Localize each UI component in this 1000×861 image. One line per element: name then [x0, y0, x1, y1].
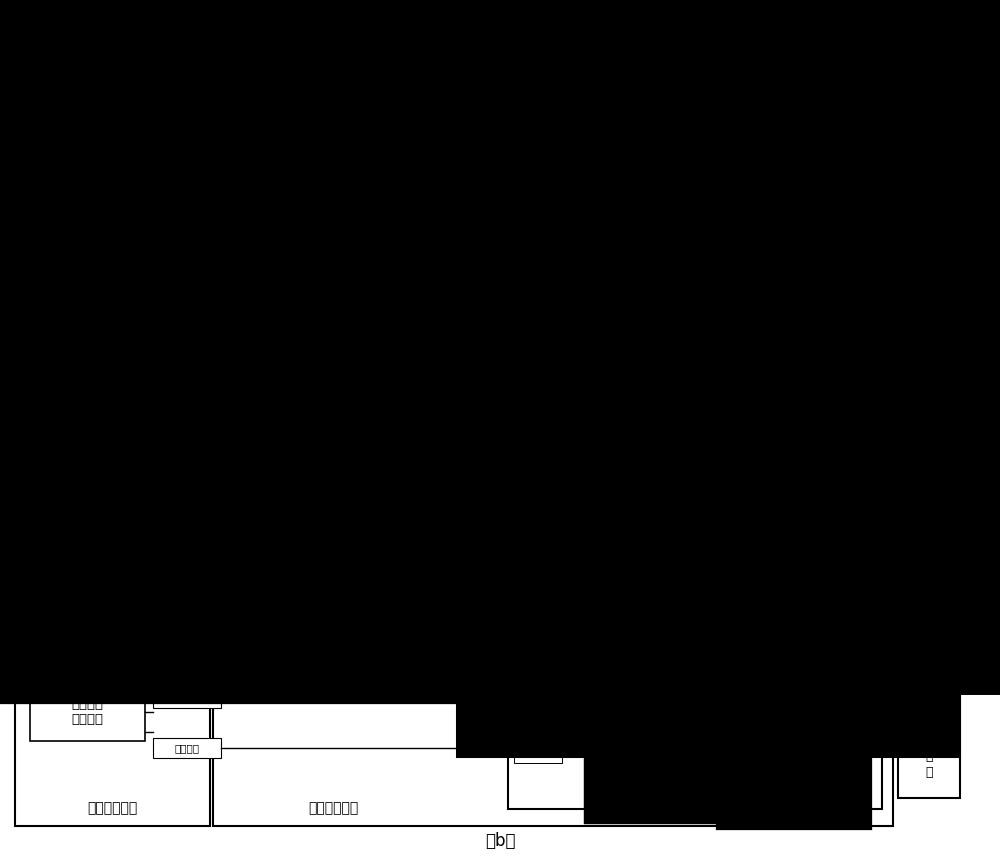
- Text: 比
较
器: 比 较 器: [587, 611, 592, 641]
- FancyBboxPatch shape: [228, 459, 310, 481]
- Text: （b）: （b）: [485, 832, 515, 850]
- FancyBboxPatch shape: [515, 485, 690, 563]
- FancyBboxPatch shape: [153, 688, 221, 708]
- Text: 系统激素电
判断端口: 系统激素电 判断端口: [672, 579, 695, 598]
- Text: 存储芯片: 存储芯片: [90, 533, 130, 551]
- FancyBboxPatch shape: [514, 745, 562, 763]
- Text: 安全控制端: 安全控制端: [537, 723, 563, 733]
- FancyBboxPatch shape: [153, 738, 221, 758]
- FancyBboxPatch shape: [213, 441, 893, 826]
- Text: 起爆电容: 起爆电容: [292, 524, 332, 542]
- Text: 引脚插针: 引脚插针: [175, 693, 200, 703]
- Text: 外部电源: 外部电源: [290, 449, 320, 461]
- Text: 安全控制终端: 安全控制终端: [395, 45, 495, 73]
- Text: 功能层电路板: 功能层电路板: [308, 801, 358, 815]
- FancyBboxPatch shape: [225, 301, 263, 391]
- Text: 存储单元: 存储单元: [707, 751, 747, 769]
- Text: 自毁决策芯片: 自毁决策芯片: [770, 459, 824, 474]
- Text: 报警
器: 报警 器: [731, 305, 745, 327]
- FancyBboxPatch shape: [65, 31, 825, 416]
- FancyBboxPatch shape: [248, 586, 376, 641]
- FancyBboxPatch shape: [248, 506, 376, 561]
- Text: 微型安全
解保芯片: 微型安全 解保芯片: [72, 698, 104, 726]
- FancyBboxPatch shape: [514, 719, 586, 737]
- Text: 键盘: 键盘: [731, 187, 745, 197]
- Text: 电
源
输
出
端: 电 源 输 出 端: [650, 601, 654, 651]
- FancyBboxPatch shape: [514, 693, 586, 711]
- FancyBboxPatch shape: [600, 681, 678, 796]
- FancyBboxPatch shape: [515, 575, 695, 703]
- Text: 逻辑判断
单元: 逻辑判断 单元: [707, 616, 747, 654]
- FancyBboxPatch shape: [100, 269, 195, 291]
- Text: 引脚插针: 引脚插针: [175, 643, 200, 653]
- FancyBboxPatch shape: [637, 598, 667, 654]
- FancyBboxPatch shape: [707, 295, 769, 337]
- Text: 自毁端无线: 自毁端无线: [580, 506, 625, 522]
- Text: 控制端电源电路: 控制端电源电路: [161, 377, 219, 391]
- Text: 发火控制端: 发火控制端: [537, 697, 563, 707]
- FancyBboxPatch shape: [668, 724, 786, 796]
- FancyBboxPatch shape: [320, 148, 555, 353]
- Text: 工作电容: 工作电容: [292, 604, 332, 623]
- Text: 输出
控制
单元: 输出 控制 单元: [630, 714, 648, 764]
- FancyBboxPatch shape: [898, 686, 960, 798]
- FancyBboxPatch shape: [520, 595, 588, 613]
- Text: 引脚插针: 引脚插针: [256, 465, 282, 475]
- FancyBboxPatch shape: [520, 623, 588, 641]
- Text: 电源输入端: 电源输入端: [541, 599, 567, 609]
- FancyBboxPatch shape: [668, 571, 786, 699]
- Text: 通讯单元: 通讯单元: [584, 526, 621, 542]
- Text: 防
拆
卸
装
置: 防 拆 卸 装 置: [925, 705, 933, 778]
- FancyBboxPatch shape: [30, 683, 145, 741]
- Text: 微型发火
芯片: 微型发火 芯片: [72, 622, 104, 650]
- Text: 结
构
强
拆
卸
判
断
端: 结 构 强 拆 卸 判 断 端: [791, 590, 795, 672]
- Text: 执行层电路板: 执行层电路板: [87, 801, 138, 815]
- FancyBboxPatch shape: [30, 606, 145, 666]
- Text: 电源输入端: 电源输入端: [133, 275, 162, 285]
- Text: 引脚插针: 引脚插针: [175, 743, 200, 753]
- FancyBboxPatch shape: [707, 233, 769, 275]
- Text: 显示
器: 显示 器: [731, 243, 745, 265]
- FancyBboxPatch shape: [590, 151, 690, 371]
- FancyBboxPatch shape: [153, 638, 221, 658]
- FancyBboxPatch shape: [508, 451, 882, 809]
- Text: 控制端无线: 控制端无线: [158, 125, 208, 143]
- Text: 人
机
交
互
装
置: 人 机 交 互 装 置: [635, 200, 645, 322]
- Text: 电源转换电路: 电源转换电路: [538, 628, 570, 636]
- Text: （a）: （a）: [485, 420, 515, 438]
- Text: 地端: 地端: [533, 749, 543, 759]
- FancyBboxPatch shape: [707, 171, 769, 213]
- FancyBboxPatch shape: [15, 441, 210, 826]
- Text: 自毁端电源电路: 自毁端电源电路: [583, 686, 627, 696]
- FancyBboxPatch shape: [802, 561, 892, 713]
- FancyBboxPatch shape: [90, 221, 375, 406]
- FancyBboxPatch shape: [30, 508, 190, 576]
- Text: 结构
强拆
判断
单元: 结构 强拆 判断 单元: [839, 608, 855, 666]
- Text: 通讯单元: 通讯单元: [162, 149, 202, 167]
- Text: 控制芯片: 控制芯片: [409, 238, 466, 263]
- Text: 封
装
外
壳: 封 装 外 壳: [925, 597, 933, 655]
- FancyBboxPatch shape: [90, 86, 275, 206]
- FancyBboxPatch shape: [898, 576, 960, 676]
- Text: 电
源
输
出
端: 电 源 输 出 端: [241, 318, 247, 375]
